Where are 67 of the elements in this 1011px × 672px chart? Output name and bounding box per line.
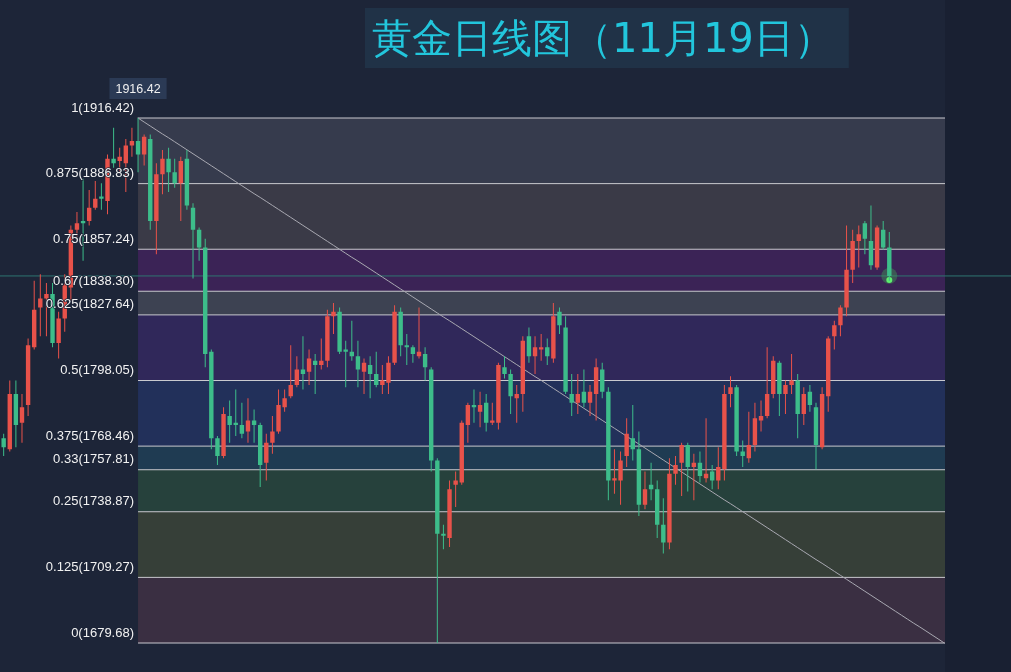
candlestick [337,307,342,354]
candlestick [538,334,544,361]
candlestick [569,373,574,417]
candlestick [270,416,275,454]
candlestick [844,225,849,317]
candlestick [264,433,269,481]
candlestick [838,305,843,337]
candlestick [502,356,507,379]
ref-line-label: 0.5(1798.05) [60,362,135,377]
candlestick [496,362,501,430]
candlestick [435,458,440,643]
candlestick [606,387,611,501]
candlestick [728,376,733,408]
candlestick [777,360,782,417]
ref-line-label: 0(1679.68) [71,624,135,640]
ref-line-label: 0.25(1738.87) [53,493,135,509]
candlestick [160,149,165,195]
candlestick [154,163,159,255]
candlestick [758,400,764,432]
candlestick [703,418,709,483]
candlestick [227,400,232,443]
candlestick [233,389,238,437]
candlestick [722,385,727,481]
candlestick [783,380,788,414]
candlestick [789,354,794,394]
candlestick [557,307,562,335]
candlestick [172,158,177,188]
candlestick [325,309,330,368]
candlestick [99,183,104,210]
ref-line-label: 1(1916.42) [71,99,135,115]
candlestick [166,147,171,193]
candlestick [221,407,226,459]
candlestick [331,302,336,335]
ref-line-label: 0.33(1757.81) [53,451,135,467]
candlestick [661,498,666,554]
candlestick [551,302,556,363]
annotation: 1916.42 [115,82,161,96]
candlestick [453,471,458,508]
candlestick [673,456,678,485]
candlestick [404,334,409,366]
candlestick [111,127,116,168]
candlestick [38,274,43,337]
candlestick [215,436,220,465]
candlestick [56,311,61,359]
candlestick [679,442,684,496]
ref-line-label: 0.375(1768.46) [45,427,135,443]
candlestick [667,458,672,550]
candlestick [508,369,513,414]
candlestick [624,418,629,468]
candlestick [850,229,855,284]
candlestick [734,385,739,457]
candlestick [447,480,452,547]
candlestick [416,307,422,359]
candlestick [563,316,568,394]
candlestick [795,373,800,439]
candlestick [1,433,6,457]
candlestick [392,305,397,366]
candlestick [471,389,477,423]
candlestick [832,320,837,350]
candlestick [209,349,214,450]
candlestick [856,225,861,268]
candlestick [398,307,403,357]
candlestick [343,340,348,388]
candlestick [441,524,446,550]
chart-title: 黄金日线图（11月19日） [372,15,834,61]
ref-line-label: 0.125(1709.27) [45,558,135,574]
candlestick [129,127,135,157]
